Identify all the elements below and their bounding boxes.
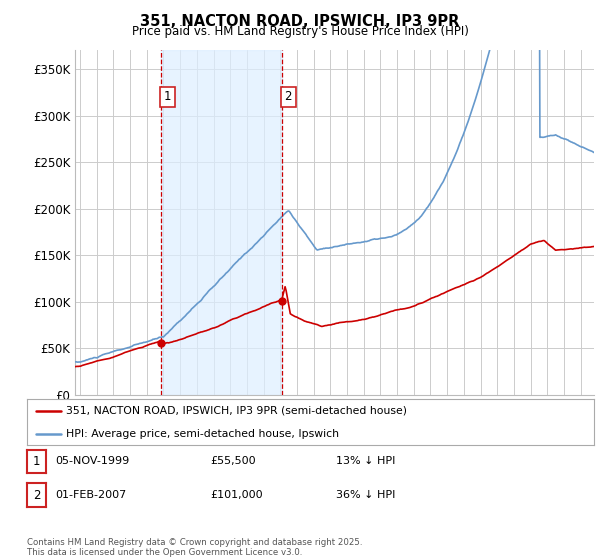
Text: 1: 1 [33,455,40,468]
Text: 01-FEB-2007: 01-FEB-2007 [55,490,127,500]
Bar [161,50,281,395]
Text: 2: 2 [33,488,40,502]
Text: 2: 2 [284,91,292,104]
Text: 1: 1 [164,91,172,104]
Text: Contains HM Land Registry data © Crown copyright and database right 2025.
This d: Contains HM Land Registry data © Crown c… [27,538,362,557]
Text: 05-NOV-1999: 05-NOV-1999 [55,456,130,466]
Text: HPI: Average price, semi-detached house, Ipswich: HPI: Average price, semi-detached house,… [65,429,338,438]
Text: £101,000: £101,000 [210,490,263,500]
Text: 351, NACTON ROAD, IPSWICH, IP3 9PR: 351, NACTON ROAD, IPSWICH, IP3 9PR [140,14,460,29]
Text: 13% ↓ HPI: 13% ↓ HPI [336,456,395,466]
Text: 351, NACTON ROAD, IPSWICH, IP3 9PR (semi-detached house): 351, NACTON ROAD, IPSWICH, IP3 9PR (semi… [65,406,407,416]
Text: Price paid vs. HM Land Registry's House Price Index (HPI): Price paid vs. HM Land Registry's House … [131,25,469,38]
Text: 36% ↓ HPI: 36% ↓ HPI [336,490,395,500]
Text: £55,500: £55,500 [210,456,256,466]
